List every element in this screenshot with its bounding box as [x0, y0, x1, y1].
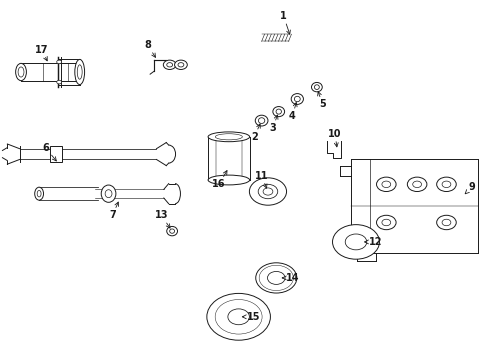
Circle shape	[436, 177, 455, 192]
Circle shape	[376, 215, 395, 230]
Ellipse shape	[314, 85, 319, 89]
Ellipse shape	[166, 226, 177, 236]
Circle shape	[174, 60, 187, 69]
Circle shape	[57, 80, 61, 84]
Circle shape	[57, 60, 61, 64]
Ellipse shape	[37, 190, 41, 197]
Circle shape	[345, 234, 366, 250]
Circle shape	[267, 271, 285, 284]
Circle shape	[227, 309, 249, 325]
Ellipse shape	[311, 82, 322, 92]
Ellipse shape	[18, 67, 24, 77]
Circle shape	[381, 181, 390, 188]
Circle shape	[163, 60, 176, 69]
Text: 17: 17	[35, 45, 48, 61]
Text: 6: 6	[42, 143, 56, 161]
Circle shape	[258, 184, 277, 199]
Ellipse shape	[290, 94, 303, 104]
Text: 4: 4	[288, 103, 297, 121]
Text: 8: 8	[144, 40, 155, 57]
Circle shape	[412, 181, 421, 188]
Text: 16: 16	[212, 171, 226, 189]
Ellipse shape	[35, 187, 43, 200]
Circle shape	[436, 215, 455, 230]
Circle shape	[441, 219, 450, 226]
Ellipse shape	[101, 185, 116, 202]
Text: 13: 13	[154, 210, 170, 228]
Ellipse shape	[208, 175, 249, 185]
Ellipse shape	[169, 229, 174, 233]
Circle shape	[381, 219, 390, 226]
Text: 9: 9	[464, 182, 474, 194]
Text: 12: 12	[364, 237, 382, 247]
Ellipse shape	[215, 134, 242, 140]
Circle shape	[166, 63, 172, 67]
Text: 15: 15	[242, 312, 260, 322]
Ellipse shape	[208, 132, 249, 142]
Ellipse shape	[105, 190, 112, 198]
Ellipse shape	[294, 96, 300, 102]
Ellipse shape	[275, 109, 281, 114]
Bar	[50, 146, 62, 162]
Text: 14: 14	[282, 273, 299, 283]
Ellipse shape	[258, 118, 264, 123]
Ellipse shape	[16, 63, 26, 81]
Circle shape	[206, 293, 270, 340]
Circle shape	[178, 63, 183, 67]
Circle shape	[441, 181, 450, 188]
Circle shape	[249, 178, 286, 205]
Text: 3: 3	[269, 115, 277, 133]
Text: 7: 7	[109, 202, 118, 220]
Text: 1: 1	[280, 11, 290, 34]
Text: 2: 2	[250, 124, 260, 142]
Circle shape	[407, 177, 426, 192]
Text: 10: 10	[327, 129, 341, 147]
Circle shape	[376, 177, 395, 192]
Ellipse shape	[255, 115, 267, 126]
Text: 11: 11	[254, 171, 268, 188]
Text: 5: 5	[317, 92, 325, 109]
Ellipse shape	[77, 65, 82, 79]
Circle shape	[332, 225, 379, 259]
Circle shape	[263, 188, 272, 195]
Ellipse shape	[272, 107, 284, 117]
Circle shape	[255, 263, 296, 293]
Ellipse shape	[75, 59, 84, 85]
